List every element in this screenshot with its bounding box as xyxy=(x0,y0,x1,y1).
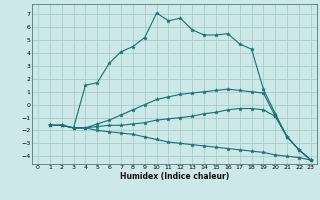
X-axis label: Humidex (Indice chaleur): Humidex (Indice chaleur) xyxy=(120,172,229,181)
